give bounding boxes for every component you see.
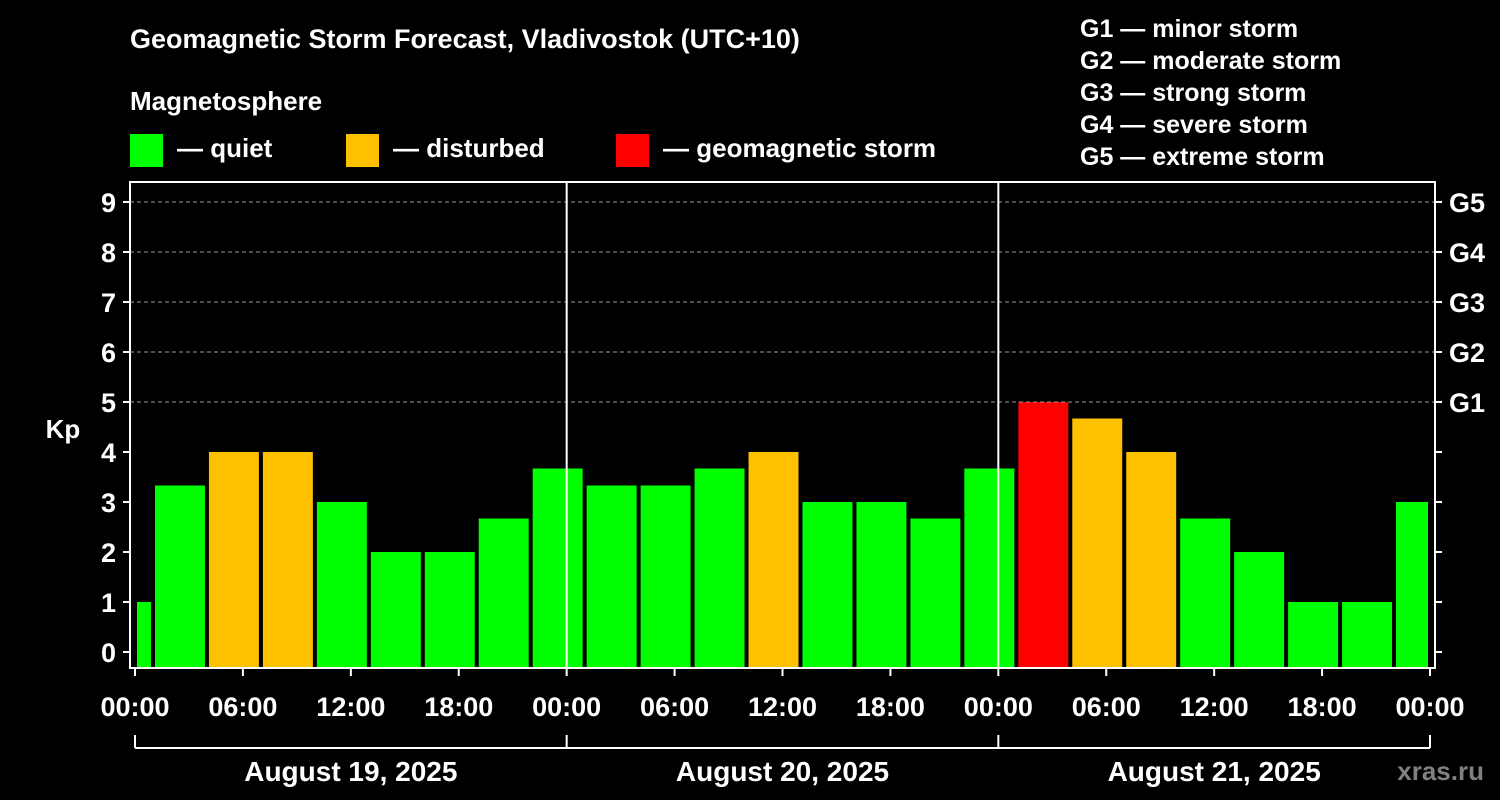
kp-bar-21 [1234, 552, 1285, 668]
y-tick-label-3: 3 [101, 488, 116, 518]
y-tick-label-7: 7 [101, 288, 116, 318]
scale-g5: G5 — extreme storm [1080, 143, 1325, 171]
x-tick-label-1: 06:00 [208, 692, 277, 722]
kp-bar-23 [1342, 602, 1393, 668]
scale-g2: G2 — moderate storm [1080, 47, 1341, 75]
y-tick-label-2: 2 [101, 538, 116, 568]
legend-label-disturbed: — disturbed [393, 133, 545, 163]
y-tick-label-9: 9 [101, 188, 116, 218]
right-tick-label-G2: G2 [1449, 338, 1485, 368]
kp-bar-8 [532, 468, 583, 668]
kp-bar-18 [1072, 418, 1123, 668]
kp-bar-12 [748, 452, 799, 668]
y-axis-label: Kp [46, 414, 81, 444]
legend-swatch-disturbed [346, 134, 379, 167]
x-tick-label-8: 00:00 [964, 692, 1033, 722]
kp-bar-15 [910, 518, 961, 668]
kp-bar-20 [1180, 518, 1231, 668]
kp-bar-9 [586, 485, 637, 668]
source-watermark: xras.ru [1397, 756, 1484, 786]
kp-bar-19 [1126, 452, 1177, 668]
day-label-2: August 21, 2025 [1108, 756, 1321, 787]
kp-bar-16 [964, 468, 1015, 668]
y-tick-label-6: 6 [101, 338, 116, 368]
legend-heading: Magnetosphere [130, 86, 322, 116]
kp-bar-13 [802, 502, 853, 668]
kp-bar-14 [856, 502, 907, 668]
right-tick-label-G4: G4 [1449, 238, 1485, 268]
legend-swatch-quiet [130, 134, 163, 167]
y-tick-label-0: 0 [101, 638, 116, 668]
kp-bar-11 [694, 468, 745, 668]
x-tick-label-4: 00:00 [532, 692, 601, 722]
x-tick-label-7: 18:00 [856, 692, 925, 722]
x-tick-label-5: 06:00 [640, 692, 709, 722]
day-label-0: August 19, 2025 [244, 756, 457, 787]
kp-bar-24 [1396, 502, 1428, 668]
y-tick-label-4: 4 [101, 438, 116, 468]
x-tick-label-9: 06:00 [1072, 692, 1141, 722]
x-tick-label-11: 18:00 [1288, 692, 1357, 722]
scale-g4: G4 — severe storm [1080, 111, 1308, 139]
kp-bar-4 [316, 502, 367, 668]
legend-swatch-storm [616, 134, 649, 167]
scale-g3: G3 — strong storm [1080, 79, 1306, 107]
x-tick-label-3: 18:00 [424, 692, 493, 722]
legend-label-quiet: — quiet [177, 133, 273, 163]
kp-bar-0 [137, 602, 151, 668]
kp-bar-3 [262, 452, 313, 668]
kp-bar-22 [1288, 602, 1339, 668]
legend-label-storm: — geomagnetic storm [663, 133, 936, 163]
right-tick-label-G1: G1 [1449, 388, 1485, 418]
kp-bar-1 [154, 485, 205, 668]
y-tick-label-8: 8 [101, 238, 116, 268]
kp-bar-2 [208, 452, 259, 668]
kp-bar-17 [1018, 402, 1069, 668]
x-tick-label-0: 00:00 [100, 692, 169, 722]
y-tick-label-1: 1 [101, 588, 116, 618]
right-tick-label-G5: G5 [1449, 188, 1485, 218]
kp-bar-5 [370, 552, 421, 668]
scale-g1: G1 — minor storm [1080, 15, 1298, 43]
day-label-1: August 20, 2025 [676, 756, 889, 787]
y-tick-label-5: 5 [101, 388, 116, 418]
kp-bar-6 [424, 552, 475, 668]
right-tick-label-G3: G3 [1449, 288, 1485, 318]
x-tick-label-10: 12:00 [1180, 692, 1249, 722]
x-tick-label-6: 12:00 [748, 692, 817, 722]
x-tick-label-12: 00:00 [1395, 692, 1464, 722]
kp-bar-10 [640, 485, 691, 668]
x-tick-label-2: 12:00 [316, 692, 385, 722]
chart-title: Geomagnetic Storm Forecast, Vladivostok … [130, 24, 800, 54]
kp-bar-7 [478, 518, 529, 668]
